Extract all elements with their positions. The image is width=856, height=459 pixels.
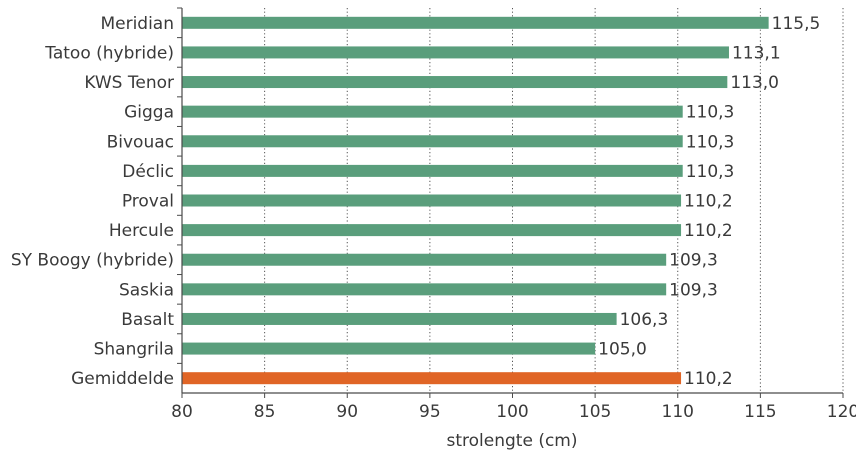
value-label-5: 110,3 xyxy=(686,162,735,182)
category-label-2: KWS Tenor xyxy=(84,73,174,93)
category-label-9: Saskia xyxy=(119,280,174,300)
grid-layer xyxy=(264,8,844,393)
category-label-0: Meridian xyxy=(100,14,174,34)
bar-5 xyxy=(182,164,683,177)
value-label-8: 109,3 xyxy=(669,251,718,271)
category-label-3: Gigga xyxy=(124,103,174,123)
bar-2 xyxy=(182,76,728,89)
bar-3 xyxy=(182,105,683,118)
category-label-1: Tatoo (hybride) xyxy=(44,43,174,63)
bar-11 xyxy=(182,342,596,355)
value-label-3: 110,3 xyxy=(686,103,735,123)
category-label-8: SY Boogy (hybride) xyxy=(11,251,174,271)
x-tick-label-115: 115 xyxy=(744,402,776,422)
value-label-12: 110,2 xyxy=(684,369,733,389)
category-label-11: Shangrila xyxy=(94,340,174,360)
value-label-10: 106,3 xyxy=(620,310,669,330)
x-tick-label-105: 105 xyxy=(579,402,611,422)
bar-7 xyxy=(182,224,682,237)
value-label-2: 113,0 xyxy=(730,73,779,93)
axis-layer xyxy=(177,7,844,398)
bar-9 xyxy=(182,283,667,296)
value-label-1: 113,1 xyxy=(732,43,781,63)
category-label-4: Bivouac xyxy=(107,132,174,152)
value-label-6: 110,2 xyxy=(684,192,733,212)
value-label-4: 110,3 xyxy=(686,132,735,152)
x-tick-label-120: 120 xyxy=(827,402,856,422)
x-tick-label-90: 90 xyxy=(336,402,358,422)
x-axis-title: strolengte (cm) xyxy=(447,431,578,451)
bar-10 xyxy=(182,312,617,325)
category-label-12: Gemiddelde xyxy=(71,369,174,389)
labels-layer: Meridian 115,5 Tatoo (hybride) 113,1 KWS Ten… xyxy=(11,14,856,422)
x-tick-label-85: 85 xyxy=(254,402,276,422)
value-label-0: 115,5 xyxy=(772,14,821,34)
bars-layer xyxy=(182,16,769,385)
bar-12 xyxy=(182,372,682,385)
bar-0 xyxy=(182,16,769,29)
category-label-5: Déclic xyxy=(122,162,174,182)
bar-8 xyxy=(182,253,667,266)
x-tick-label-80: 80 xyxy=(171,402,193,422)
value-label-7: 110,2 xyxy=(684,221,733,241)
x-tick-label-100: 100 xyxy=(496,402,528,422)
value-label-11: 105,0 xyxy=(598,340,647,360)
bar-1 xyxy=(182,46,729,59)
bar-4 xyxy=(182,135,683,148)
x-tick-label-95: 95 xyxy=(419,402,441,422)
category-label-7: Hercule xyxy=(109,221,174,241)
x-tick-label-110: 110 xyxy=(662,402,694,422)
category-label-6: Proval xyxy=(122,192,174,212)
category-label-10: Basalt xyxy=(121,310,174,330)
value-label-9: 109,3 xyxy=(669,280,718,300)
bar-6 xyxy=(182,194,682,207)
